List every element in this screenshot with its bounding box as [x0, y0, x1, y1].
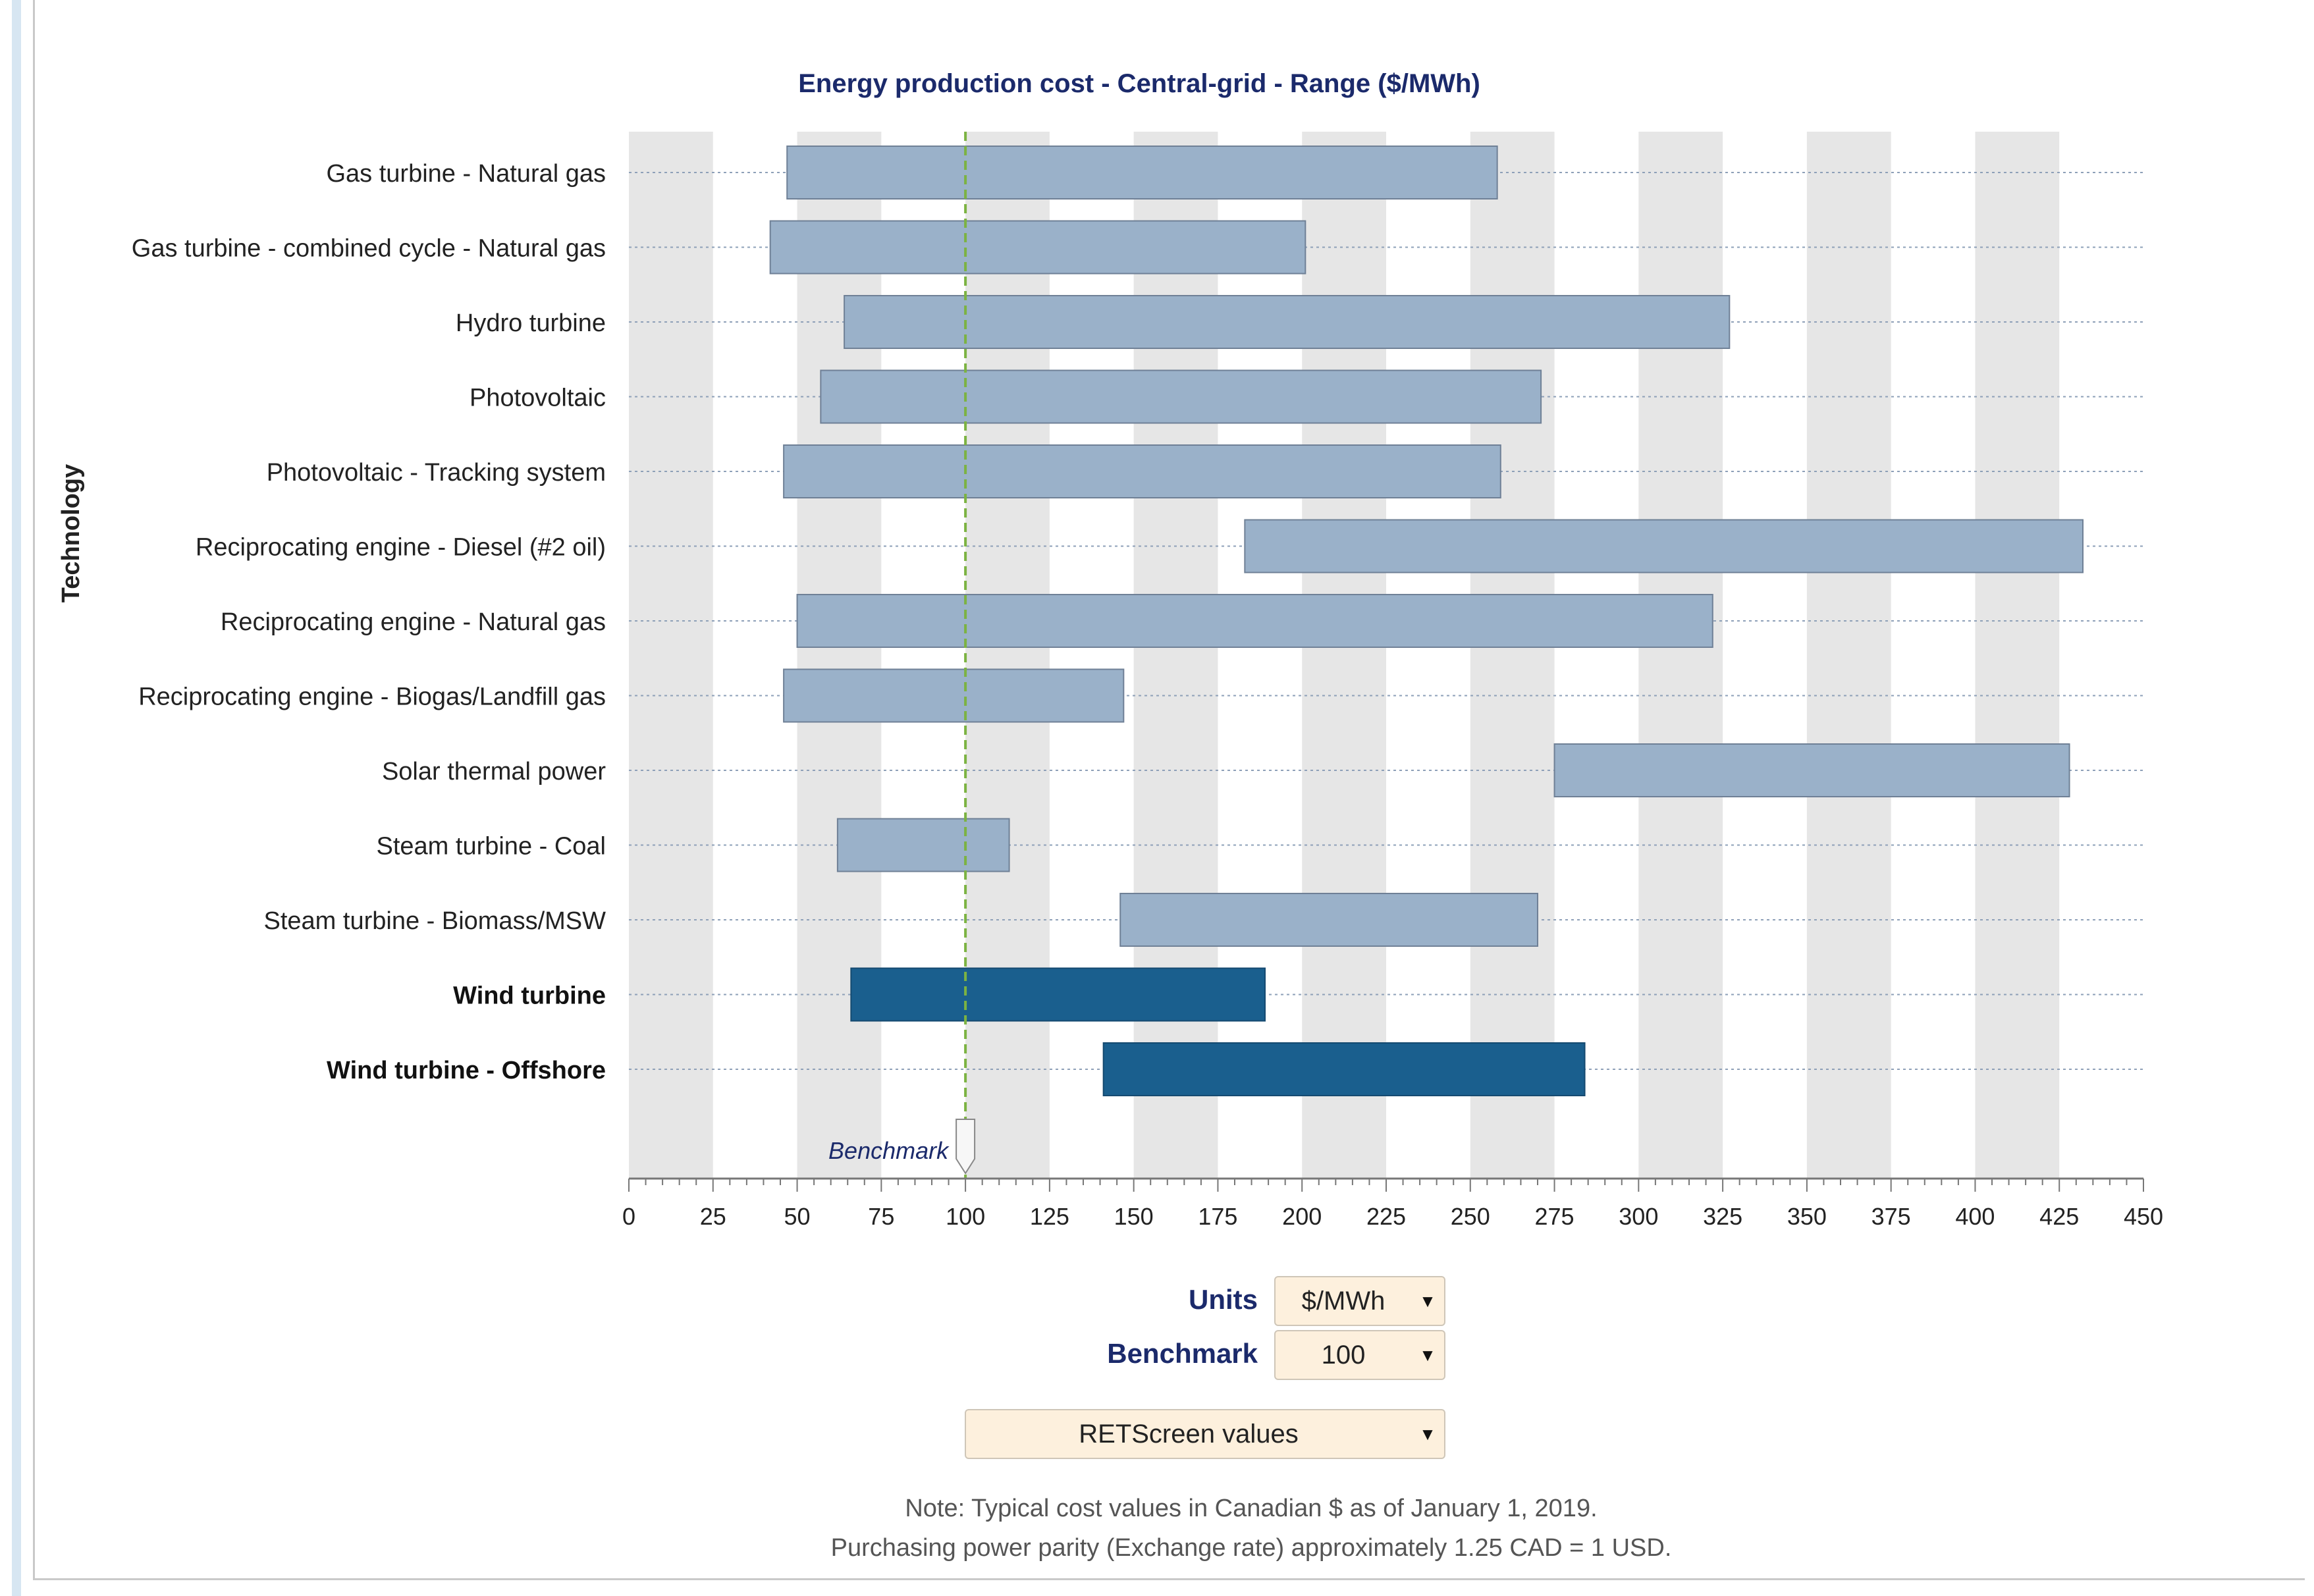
x-tick-label: 450 [2124, 1203, 2163, 1230]
range-bar [769, 220, 1306, 275]
note-line-2: Purchasing power parity (Exchange rate) … [830, 1534, 1672, 1562]
x-tick-label: 325 [1703, 1203, 1742, 1230]
chevron-down-icon: ▼ [1419, 1344, 1436, 1365]
range-bar [844, 295, 1731, 349]
x-tick-label: 300 [1619, 1203, 1658, 1230]
category-label: Photovoltaic - Tracking system [267, 459, 606, 487]
source-values-select[interactable]: RETScreen values ▼ [965, 1409, 1445, 1459]
background-band [1975, 132, 2060, 1179]
category-label: Gas turbine - combined cycle - Natural g… [132, 235, 606, 263]
category-label: Photovoltaic [470, 385, 606, 412]
benchmark-label: Benchmark [828, 1137, 950, 1164]
range-bar [1244, 519, 2084, 573]
category-label: Gas turbine - Natural gas [326, 160, 606, 188]
category-label: Reciprocating engine - Natural gas [221, 608, 606, 636]
x-tick-label: 375 [1871, 1203, 1911, 1230]
source-select-value: RETScreen values [1079, 1419, 1299, 1449]
range-bar [836, 818, 1010, 872]
window-edge-strip [12, 0, 21, 1596]
category-label: Steam turbine - Coal [377, 833, 606, 861]
category-label: Steam turbine - Biomass/MSW [264, 907, 606, 935]
benchmark-select[interactable]: 100 ▼ [1274, 1330, 1445, 1380]
range-bar [783, 668, 1125, 723]
x-tick-label: 50 [784, 1203, 811, 1230]
range-bar [1119, 893, 1538, 947]
range-bar [796, 594, 1713, 648]
x-tick-label: 75 [868, 1203, 894, 1230]
range-bar [1553, 743, 2070, 797]
x-tick-label: 175 [1198, 1203, 1237, 1230]
background-band [1806, 132, 1891, 1179]
x-tick-label: 125 [1030, 1203, 1069, 1230]
category-label: Wind turbine - Offshore [327, 1057, 606, 1084]
background-band [1302, 132, 1386, 1179]
category-label: Solar thermal power [382, 758, 606, 785]
category-label: Wind turbine [453, 982, 606, 1010]
chevron-down-icon: ▼ [1419, 1423, 1436, 1444]
category-label: Hydro turbine [456, 309, 606, 337]
range-bar [1102, 1042, 1586, 1096]
x-tick-label: 200 [1282, 1203, 1322, 1230]
units-select-value: $/MWh [1301, 1286, 1386, 1316]
chevron-down-icon: ▼ [1419, 1290, 1436, 1311]
x-tick-label: 150 [1114, 1203, 1154, 1230]
x-tick-label: 350 [1787, 1203, 1827, 1230]
range-bar [783, 444, 1501, 498]
x-tick-label: 225 [1366, 1203, 1406, 1230]
units-label: Units [1189, 1284, 1258, 1315]
range-bar [850, 967, 1266, 1022]
note-line-1: Note: Typical cost values in Canadian $ … [905, 1495, 1598, 1522]
range-bar [786, 146, 1498, 200]
benchmark-marker [955, 1119, 976, 1175]
x-tick-label: 0 [622, 1203, 635, 1230]
benchmark-select-value: 100 [1321, 1340, 1366, 1370]
background-band [1638, 132, 1723, 1179]
background-band [629, 132, 713, 1179]
category-label: Reciprocating engine - Biogas/Landfill g… [138, 683, 606, 711]
x-tick-label: 250 [1451, 1203, 1490, 1230]
chart-title: Energy production cost - Central-grid - … [798, 69, 1480, 98]
x-tick-label: 400 [1955, 1203, 1995, 1230]
background-band [1470, 132, 1555, 1179]
x-tick-label: 100 [946, 1203, 985, 1230]
x-tick-label: 275 [1535, 1203, 1574, 1230]
y-axis-title: Technology [57, 464, 85, 602]
x-tick-label: 25 [700, 1203, 726, 1230]
range-bar [820, 369, 1542, 424]
units-select[interactable]: $/MWh ▼ [1274, 1276, 1445, 1326]
category-label: Reciprocating engine - Diesel (#2 oil) [196, 534, 606, 562]
x-tick-label: 425 [2039, 1203, 2079, 1230]
benchmark-label: Benchmark [1107, 1338, 1258, 1369]
